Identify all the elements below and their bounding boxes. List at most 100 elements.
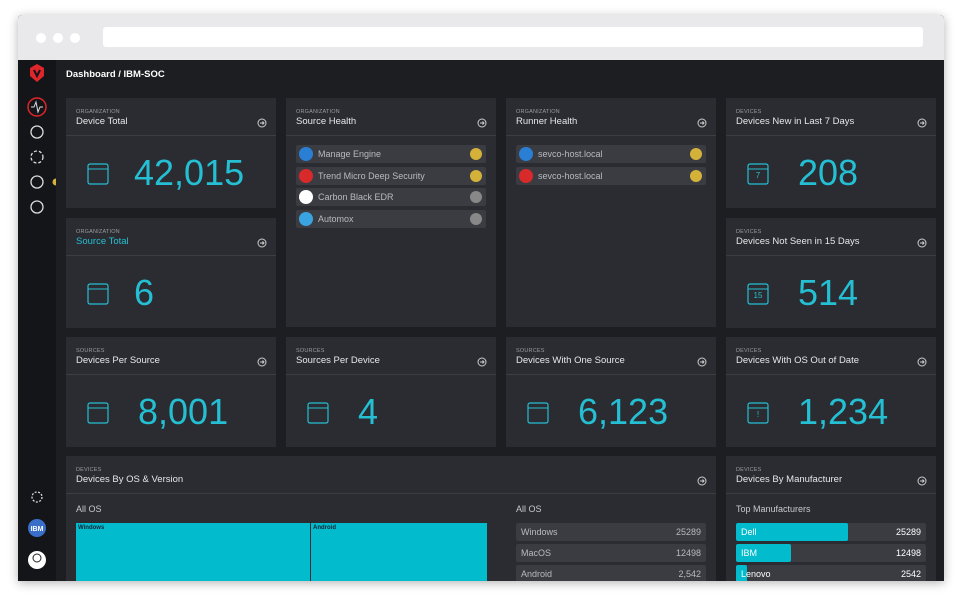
stat-value: 514	[798, 272, 859, 313]
card-title: Sources Per Device	[296, 355, 380, 366]
org-badge-bg[interactable]	[28, 519, 46, 537]
health-row[interactable]: sevco-host.local	[516, 145, 706, 163]
card-category: SOURCES	[76, 348, 105, 354]
manufacturer-row[interactable]: Dell 25289	[736, 523, 926, 541]
browser-toolbar	[18, 15, 944, 60]
window-dot[interactable]	[70, 33, 80, 43]
status-icon	[470, 212, 482, 225]
divider	[66, 135, 276, 136]
card: ORGANIZATION Device Total 42,015	[66, 98, 276, 208]
card-title: Runner Health	[516, 116, 578, 127]
treemap-label: Android	[313, 525, 336, 531]
open-arrow[interactable]	[477, 354, 487, 372]
card-category: DEVICES	[736, 348, 762, 354]
nav-icon[interactable]	[30, 150, 44, 164]
open-arrow[interactable]	[697, 473, 707, 491]
card-icon	[82, 399, 118, 429]
divider	[506, 374, 716, 375]
os-count: 25289	[675, 527, 701, 537]
breadcrumb-root[interactable]: Dashboard	[66, 69, 116, 80]
stat-value: 208	[798, 152, 859, 193]
open-arrow[interactable]	[917, 473, 927, 491]
divider	[506, 135, 716, 136]
manufacturer-row[interactable]: IBM 12498	[736, 544, 926, 562]
window-dot[interactable]	[53, 33, 63, 43]
card-category: SOURCES	[516, 348, 545, 354]
os-count: 12498	[675, 548, 701, 558]
source-icon	[299, 190, 313, 204]
divider	[726, 135, 936, 136]
breadcrumb: Dashboard / IBM-SOC	[66, 69, 165, 80]
divider	[66, 255, 276, 256]
nav-icon[interactable]	[30, 125, 44, 139]
os-row[interactable]: Android 2,542	[516, 565, 706, 581]
treemap-cell[interactable]: Windows	[76, 523, 310, 581]
nav-icon[interactable]	[30, 200, 44, 214]
open-arrow[interactable]	[917, 235, 927, 253]
card-category: SOURCES	[296, 348, 325, 354]
divider	[286, 374, 496, 375]
nav-active[interactable]	[27, 97, 47, 117]
card: SOURCES Devices With One Source 6,123	[506, 337, 716, 447]
stat-value: 1,234	[798, 391, 889, 432]
open-arrow[interactable]	[697, 354, 707, 372]
health-row[interactable]: Carbon Black EDR	[296, 188, 486, 206]
card-title: Devices With One Source	[516, 355, 625, 366]
open-arrow[interactable]	[257, 235, 267, 253]
card-title: Devices With OS Out of Date	[736, 355, 860, 366]
treemap-cell[interactable]: Android	[311, 523, 487, 581]
icon-label: 15	[753, 291, 763, 300]
open-arrow[interactable]	[477, 115, 487, 133]
card-icon: 7	[742, 160, 778, 190]
source-icon	[519, 168, 533, 183]
card-title: Devices Not Seen in 15 Days	[736, 236, 860, 247]
os-row[interactable]: MacOS 12498	[516, 544, 706, 562]
card: ORGANIZATION Source Health Manage Engine Tr…	[286, 98, 496, 327]
settings-icon[interactable]	[31, 491, 43, 503]
dashboard: ORGANIZATION Device Total 42,015 ORGANIZATI…	[18, 15, 944, 581]
manufacturer-count: 25289	[895, 527, 921, 537]
card-category: DEVICES	[736, 467, 762, 473]
card: DEVICES Devices By OS & Version All OS Wind…	[66, 456, 716, 581]
source-icon	[299, 168, 313, 183]
card-icon	[302, 399, 338, 429]
window-dot[interactable]	[36, 33, 46, 43]
source-name: Carbon Black EDR	[318, 192, 394, 202]
status-icon	[470, 169, 482, 182]
card-title: Devices By Manufacturer	[736, 474, 843, 485]
health-row[interactable]: Automox	[296, 209, 486, 228]
open-arrow[interactable]	[257, 354, 267, 372]
health-row[interactable]: Manage Engine	[296, 145, 486, 163]
logo[interactable]	[30, 64, 44, 82]
health-row[interactable]: sevco-host.local	[516, 166, 706, 185]
sidebar-icons: IBM	[27, 64, 60, 569]
status-icon	[470, 148, 482, 160]
source-name: sevco-host.local	[538, 170, 603, 181]
open-arrow[interactable]	[257, 115, 267, 133]
icon-label: !	[756, 410, 760, 419]
nav-icon[interactable]	[30, 175, 44, 189]
card-category: DEVICES	[76, 467, 102, 473]
list-title: Top Manufacturers	[736, 504, 811, 514]
manufacturer-row[interactable]: Lenovo 2542	[736, 565, 926, 581]
card: DEVICES Devices New in Last 7 Days 7 208	[726, 98, 936, 208]
open-arrow[interactable]	[697, 115, 707, 133]
open-arrow[interactable]	[917, 115, 927, 133]
logo-mark	[33, 69, 41, 79]
source-name: Automox	[318, 213, 354, 224]
avatar[interactable]	[28, 551, 46, 569]
open-arrow[interactable]	[917, 354, 927, 372]
source-name: Manage Engine	[318, 149, 382, 159]
bar	[736, 565, 748, 581]
card-title: Devices New in Last 7 Days	[736, 116, 855, 127]
card-icon: !	[742, 399, 778, 429]
bar	[736, 544, 792, 562]
treemap-label: Windows	[78, 525, 105, 531]
bar	[736, 523, 848, 541]
card-title: Devices By OS & Version	[76, 474, 184, 485]
os-row[interactable]: Windows 25289	[516, 523, 706, 541]
address-bar[interactable]	[103, 27, 923, 47]
source-name: sevco-host.local	[538, 149, 603, 159]
health-row[interactable]: Trend Micro Deep Security	[296, 166, 486, 185]
card-title: Source Health	[296, 116, 357, 127]
